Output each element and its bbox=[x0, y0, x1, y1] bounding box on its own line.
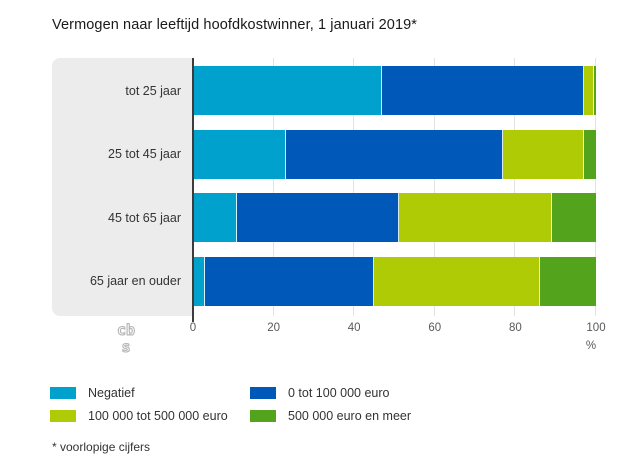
category-label: 65 jaar en ouder bbox=[89, 274, 181, 288]
bar-segment[interactable] bbox=[205, 256, 375, 306]
chart-title: Vermogen naar leeftijd hoofdkostwinner, … bbox=[52, 17, 418, 33]
bar-segment[interactable] bbox=[583, 129, 596, 179]
gridline-100 bbox=[595, 58, 596, 316]
x-axis-tick-label: 100 bbox=[586, 322, 606, 334]
cbs-logo-icon: cb s bbox=[116, 321, 135, 357]
bar-segment[interactable] bbox=[193, 256, 206, 306]
legend-label: Negatief bbox=[88, 385, 135, 400]
legend-label: 0 tot 100 000 euro bbox=[288, 385, 390, 400]
bar-tot-25-jaar bbox=[193, 66, 596, 115]
bar-segment[interactable] bbox=[539, 256, 596, 306]
y-axis-line bbox=[192, 58, 194, 316]
legend-swatch bbox=[50, 409, 76, 422]
bar-segment[interactable] bbox=[237, 193, 399, 242]
bar-segment[interactable] bbox=[285, 129, 504, 179]
legend-swatch bbox=[250, 386, 276, 399]
gridline-80 bbox=[514, 58, 516, 316]
x-axis-zero-tick bbox=[192, 316, 194, 322]
legend-label: 500 000 euro en meer bbox=[288, 408, 412, 423]
x-axis-tick-label: 40 bbox=[347, 322, 361, 334]
category-label: 45 tot 65 jaar bbox=[108, 210, 181, 225]
bar-segment[interactable] bbox=[583, 66, 595, 115]
bar-45-tot-65-jaar bbox=[193, 193, 596, 242]
svg-text:s: s bbox=[121, 338, 130, 356]
bar-segment[interactable] bbox=[193, 66, 383, 115]
x-axis-unit-label: % bbox=[585, 340, 597, 352]
bar-segment[interactable] bbox=[503, 129, 584, 179]
gridline-20 bbox=[272, 58, 274, 316]
legend-item: 0 tot 100 000 euro bbox=[250, 381, 411, 404]
legend-label: 100 000 tot 500 000 euro bbox=[88, 408, 228, 423]
legend-item: 500 000 euro en meer bbox=[250, 404, 411, 427]
plot-area bbox=[193, 58, 596, 316]
bar-segment[interactable] bbox=[594, 66, 596, 115]
legend-item: 100 000 tot 500 000 euro bbox=[50, 404, 250, 427]
category-axis-panel: cb s tot 25 jaar 25 tot 45 jaar 45 tot 65 … bbox=[52, 58, 193, 357]
bar-segment[interactable] bbox=[374, 256, 540, 306]
footnote: * voorlopige cijfers bbox=[52, 440, 151, 454]
legend-item: Negatief bbox=[50, 381, 250, 404]
bar-segment[interactable] bbox=[193, 129, 286, 179]
bar-segment[interactable] bbox=[551, 193, 596, 242]
bar-65-jaar-en-ouder bbox=[193, 256, 596, 306]
svg-text:cb: cb bbox=[117, 321, 135, 339]
bar-segment[interactable] bbox=[382, 66, 584, 115]
x-axis-tick-label: 80 bbox=[508, 322, 522, 334]
x-axis-tick-label: 0 bbox=[189, 322, 197, 334]
category-label: 25 tot 45 jaar bbox=[108, 147, 181, 161]
legend: Negatief 0 tot 100 000 euro 100 000 tot 50… bbox=[50, 381, 411, 427]
legend-swatch bbox=[250, 409, 276, 422]
category-label: tot 25 jaar bbox=[125, 83, 181, 98]
bar-25-tot-45-jaar bbox=[193, 129, 596, 179]
gridline-60 bbox=[433, 58, 435, 316]
x-axis-tick-label: 20 bbox=[267, 322, 280, 334]
legend-swatch bbox=[50, 386, 76, 399]
bar-segment[interactable] bbox=[193, 193, 238, 242]
gridline-40 bbox=[353, 58, 355, 316]
x-axis-tick-label: 60 bbox=[428, 322, 442, 334]
bar-segment[interactable] bbox=[398, 193, 552, 242]
